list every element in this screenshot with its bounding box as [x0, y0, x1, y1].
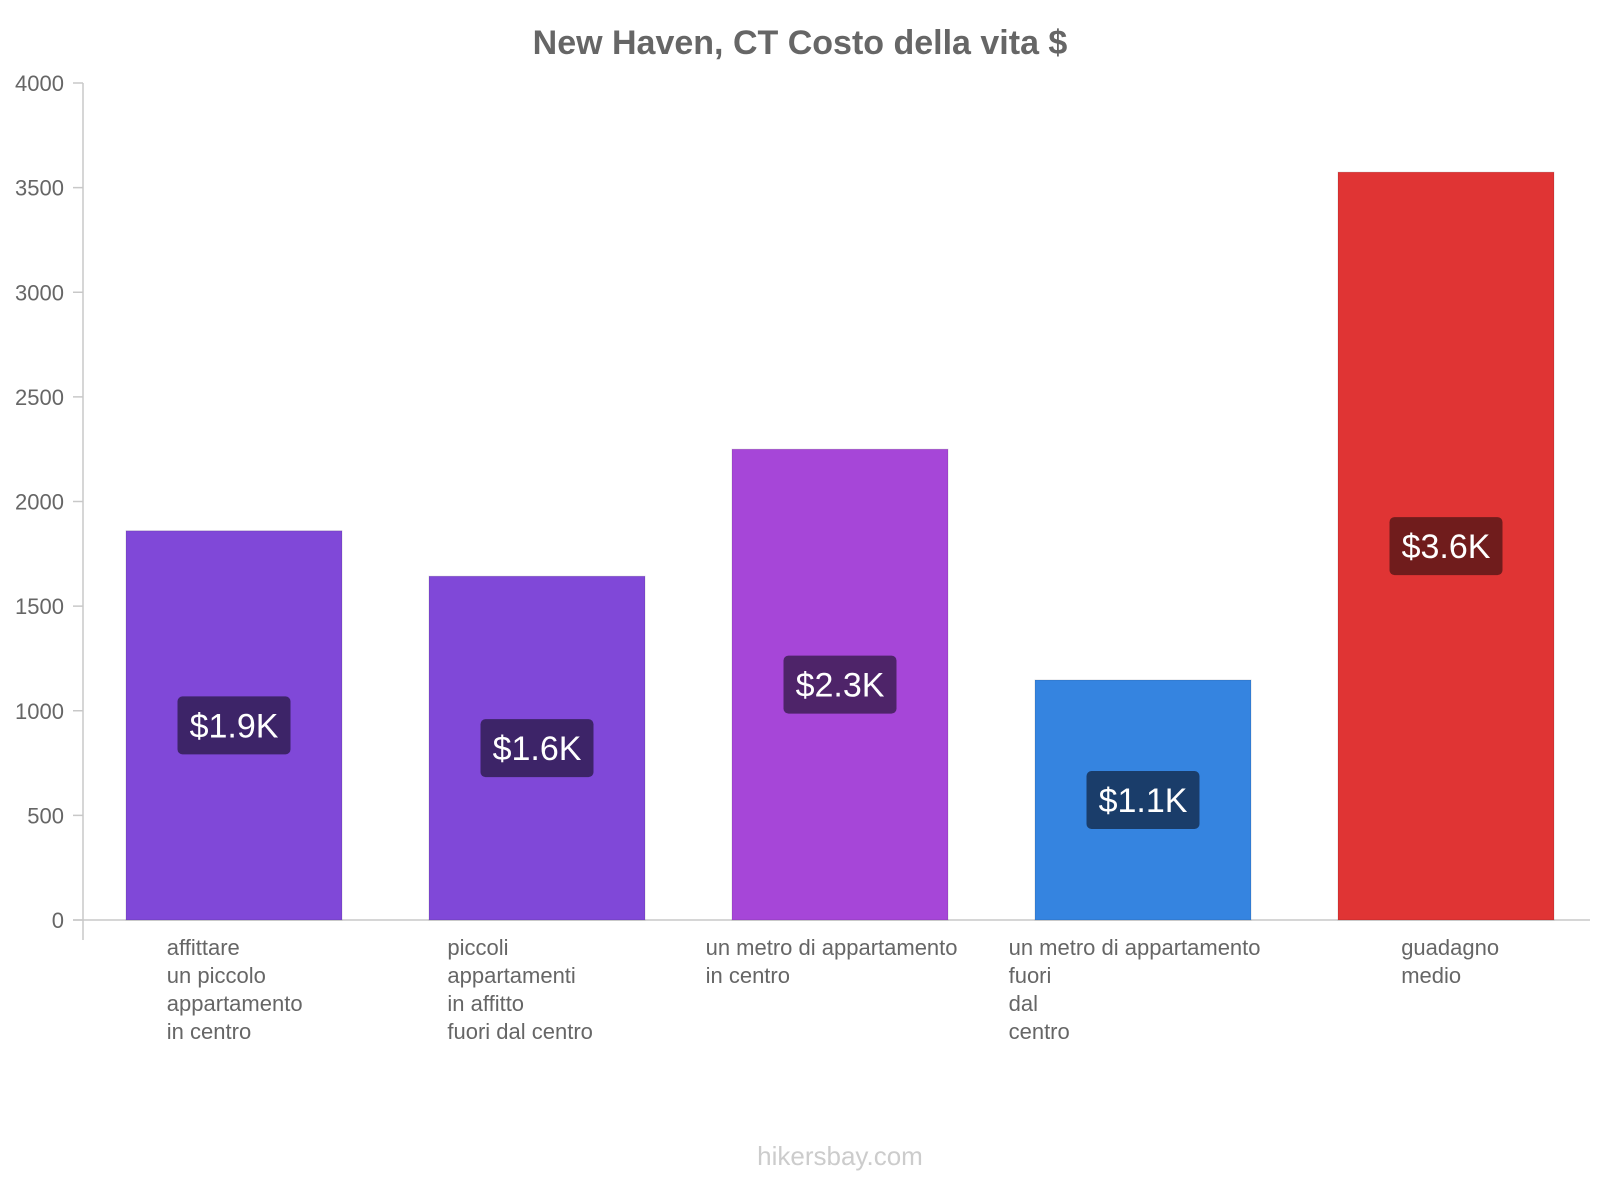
chart-title: New Haven, CT Costo della vita $ — [533, 24, 1068, 62]
x-axis-labels: affittare un piccolo appartamento in centro… — [167, 935, 1499, 1044]
y-tick-label: 500 — [27, 803, 64, 828]
y-tick-label: 4000 — [15, 71, 64, 96]
value-label: $1.1K — [1099, 782, 1188, 820]
x-tick-label: centro — [1009, 1019, 1070, 1044]
value-label-badge — [1389, 517, 1503, 576]
bar — [428, 575, 646, 921]
x-tick-label: fuori — [1009, 963, 1052, 988]
x-tick-label: dal — [1009, 991, 1038, 1016]
x-tick-label: in affitto — [447, 991, 524, 1016]
value-label-badge — [1086, 770, 1200, 829]
footer-watermark: hikersbay.com — [757, 1141, 923, 1171]
y-tick-label: 2000 — [15, 490, 64, 515]
y-tick-label: 3500 — [15, 176, 64, 201]
x-tick-label: piccoli — [447, 935, 508, 960]
x-tick-label: appartamento — [167, 991, 303, 1016]
y-tick-label: 3000 — [15, 280, 64, 305]
value-label: $2.3K — [796, 667, 885, 705]
value-label: $1.6K — [493, 730, 582, 768]
y-tick-label: 0 — [52, 908, 64, 933]
value-label: $3.6K — [1402, 528, 1491, 566]
x-tick-label: guadagno — [1401, 935, 1499, 960]
x-tick-label: in centro — [706, 963, 790, 988]
y-tick-label: 1000 — [15, 699, 64, 724]
x-tick-label: un metro di appartamento — [706, 935, 958, 960]
value-label-badge — [177, 696, 291, 755]
x-tick-label: fuori dal centro — [447, 1019, 593, 1044]
x-tick-label: appartamenti — [447, 963, 575, 988]
value-label-badge — [480, 719, 594, 778]
y-tick-label: 1500 — [15, 594, 64, 619]
value-label: $1.9K — [190, 707, 279, 745]
x-tick-label: in centro — [167, 1019, 251, 1044]
x-tick-label: affittare — [167, 935, 240, 960]
value-label-badge — [783, 655, 897, 714]
y-tick-label: 2500 — [15, 385, 64, 410]
bars-group: $1.9K $1.6K $2.3K $1.1K $3.6K — [125, 171, 1555, 921]
x-tick-label: medio — [1401, 963, 1461, 988]
x-tick-label: un metro di appartamento — [1009, 935, 1261, 960]
x-tick-label: un piccolo — [167, 963, 266, 988]
